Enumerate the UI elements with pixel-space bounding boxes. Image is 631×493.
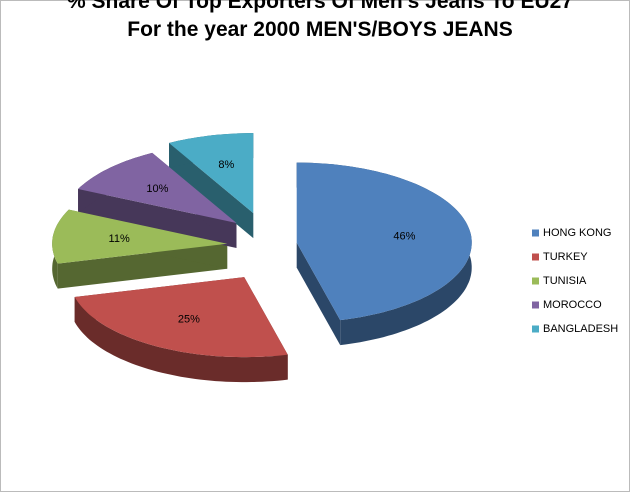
- legend-label: TURKEY: [543, 251, 588, 263]
- legend-label: BANGLADESH: [543, 323, 618, 335]
- slice-side: [169, 143, 254, 239]
- data-label: 25%: [178, 314, 200, 326]
- legend-label: HONG KONG: [543, 227, 611, 239]
- legend-label: TUNISIA: [543, 275, 587, 287]
- slice-side: [74, 297, 288, 383]
- legend-swatch: [532, 301, 539, 309]
- legend-swatch: [532, 325, 539, 333]
- data-label: 11%: [109, 233, 130, 245]
- legend-label: MOROCCO: [543, 299, 602, 311]
- pie-slice: [169, 133, 254, 214]
- data-label: 10%: [146, 183, 168, 195]
- data-label: 8%: [218, 159, 234, 171]
- legend-swatch: [532, 229, 539, 237]
- pie-slice: [78, 152, 237, 223]
- chart-title: % Share Of Top Exporters Of Men's Jeans …: [66, 0, 573, 41]
- legend-swatch: [532, 253, 539, 261]
- slice-side: [296, 242, 341, 346]
- pie-slice: [296, 162, 472, 321]
- legend-swatch: [532, 277, 539, 285]
- pie-slice: [74, 277, 288, 358]
- slice-side: [78, 189, 237, 248]
- data-label: 46%: [393, 230, 415, 242]
- pie-slice: [52, 209, 228, 264]
